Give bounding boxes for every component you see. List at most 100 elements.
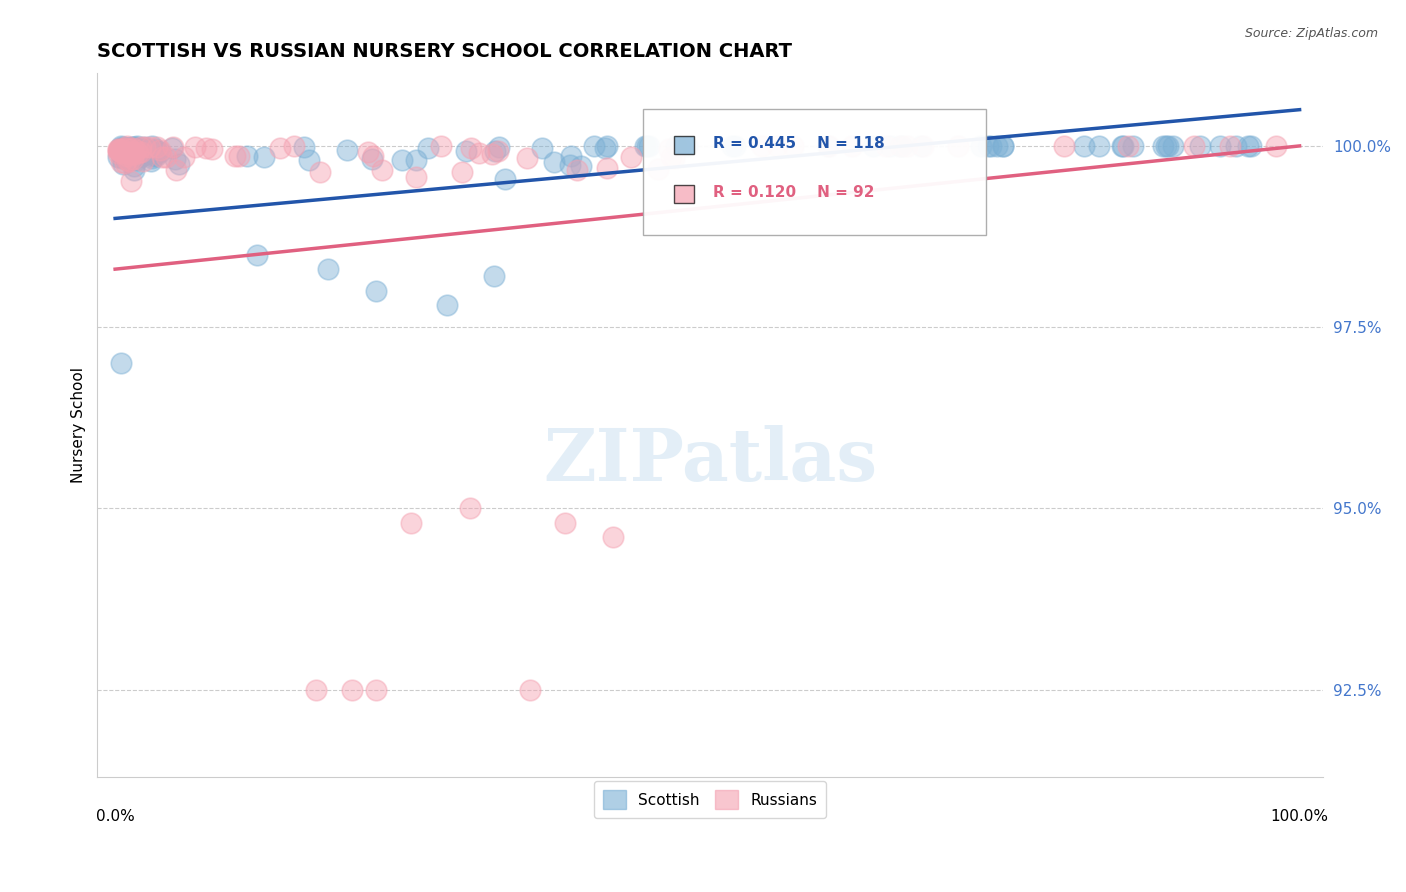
- Russians: [129, 140, 152, 154]
- Scottish: [817, 139, 839, 153]
- Russians: [371, 163, 394, 178]
- Scottish: [131, 145, 153, 159]
- Scottish: [134, 145, 156, 160]
- Scottish: [167, 157, 190, 171]
- Russians: [662, 151, 685, 165]
- Scottish: [141, 149, 163, 163]
- Scottish: [111, 148, 134, 162]
- Russians: [1053, 139, 1076, 153]
- Scottish: [986, 139, 1008, 153]
- Scottish: [721, 139, 744, 153]
- Russians: [121, 145, 143, 160]
- Scottish: [111, 152, 134, 166]
- Scottish: [454, 144, 477, 158]
- Scottish: [1112, 139, 1135, 153]
- Scottish: [121, 140, 143, 154]
- Scottish: [111, 142, 134, 156]
- Scottish: [145, 148, 167, 162]
- Russians: [120, 174, 142, 188]
- Russians: [659, 150, 682, 164]
- Scottish: [142, 147, 165, 161]
- Scottish: [482, 269, 505, 284]
- Russians: [1182, 139, 1205, 153]
- Scottish: [236, 149, 259, 163]
- Scottish: [636, 139, 658, 153]
- Russians: [107, 143, 129, 157]
- Russians: [596, 161, 619, 175]
- Scottish: [118, 148, 141, 162]
- Scottish: [115, 141, 138, 155]
- Scottish: [246, 247, 269, 261]
- Russians: [602, 530, 624, 544]
- FancyBboxPatch shape: [643, 109, 986, 235]
- Russians: [129, 145, 152, 159]
- Russians: [132, 154, 155, 169]
- Text: 0.0%: 0.0%: [96, 809, 135, 824]
- Russians: [658, 142, 681, 156]
- Russians: [405, 169, 427, 184]
- Russians: [139, 140, 162, 154]
- Scottish: [142, 144, 165, 158]
- Text: ZIPatlas: ZIPatlas: [543, 425, 877, 496]
- Scottish: [132, 140, 155, 154]
- Text: 100.0%: 100.0%: [1271, 809, 1329, 824]
- Russians: [110, 145, 132, 159]
- Scottish: [634, 139, 657, 153]
- Scottish: [364, 284, 387, 298]
- Scottish: [128, 145, 150, 160]
- Russians: [565, 162, 588, 177]
- Scottish: [669, 139, 692, 153]
- Scottish: [145, 148, 167, 162]
- Russians: [890, 139, 912, 153]
- Scottish: [494, 172, 516, 186]
- Scottish: [980, 139, 1002, 153]
- Russians: [519, 682, 541, 697]
- Russians: [165, 162, 187, 177]
- Russians: [647, 161, 669, 176]
- Scottish: [135, 142, 157, 156]
- Scottish: [160, 140, 183, 154]
- Russians: [111, 142, 134, 156]
- Russians: [122, 141, 145, 155]
- Scottish: [879, 139, 901, 153]
- Scottish: [1188, 139, 1211, 153]
- Scottish: [991, 139, 1014, 153]
- Russians: [486, 144, 509, 158]
- Russians: [107, 146, 129, 161]
- Scottish: [1225, 139, 1247, 153]
- Scottish: [1088, 139, 1111, 153]
- Scottish: [111, 157, 134, 171]
- Scottish: [112, 140, 135, 154]
- Text: R = 0.445    N = 118: R = 0.445 N = 118: [713, 136, 884, 152]
- Russians: [357, 145, 380, 159]
- Russians: [309, 164, 332, 178]
- Russians: [162, 140, 184, 154]
- Scottish: [131, 145, 153, 159]
- Russians: [766, 139, 789, 153]
- Scottish: [560, 148, 582, 162]
- Russians: [155, 150, 177, 164]
- Scottish: [416, 141, 439, 155]
- Text: Source: ZipAtlas.com: Source: ZipAtlas.com: [1244, 27, 1378, 40]
- Scottish: [1157, 139, 1180, 153]
- Russians: [107, 143, 129, 157]
- Russians: [173, 150, 195, 164]
- Scottish: [436, 298, 458, 312]
- Scottish: [110, 356, 132, 370]
- Scottish: [110, 142, 132, 156]
- Russians: [107, 142, 129, 156]
- Scottish: [141, 153, 163, 168]
- Scottish: [125, 153, 148, 167]
- Scottish: [124, 141, 146, 155]
- Russians: [228, 149, 250, 163]
- Russians: [468, 145, 491, 160]
- Scottish: [569, 160, 592, 174]
- Russians: [305, 682, 328, 697]
- Scottish: [595, 141, 617, 155]
- Scottish: [114, 151, 136, 165]
- Russians: [283, 139, 305, 153]
- Scottish: [141, 152, 163, 166]
- Russians: [841, 139, 863, 153]
- Scottish: [1161, 139, 1184, 153]
- Text: R = 0.120    N = 92: R = 0.120 N = 92: [713, 186, 875, 201]
